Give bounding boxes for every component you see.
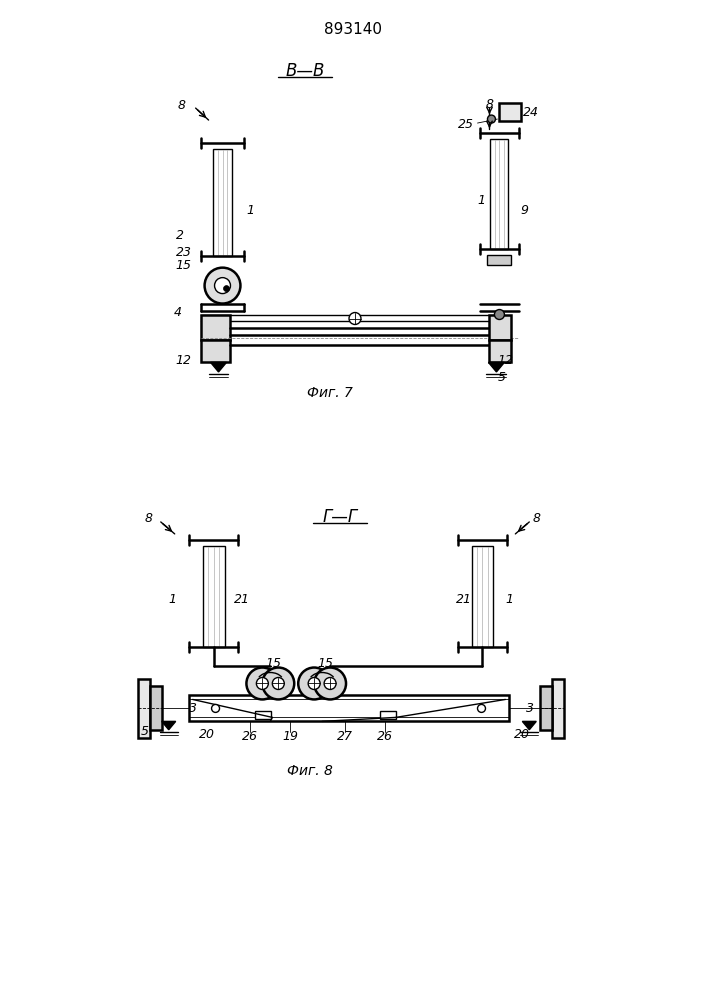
- Text: 26: 26: [377, 730, 393, 743]
- Text: 5: 5: [141, 725, 149, 738]
- Text: 8: 8: [532, 512, 540, 525]
- Text: 3: 3: [189, 702, 197, 715]
- Circle shape: [487, 115, 496, 123]
- Text: 1: 1: [247, 204, 255, 217]
- Bar: [489, 315, 511, 340]
- Circle shape: [314, 668, 346, 699]
- Text: 12: 12: [498, 354, 513, 367]
- Bar: [255, 711, 271, 719]
- Text: 4: 4: [174, 306, 182, 319]
- Circle shape: [211, 704, 220, 712]
- Text: 1: 1: [169, 593, 177, 606]
- Text: 19: 19: [282, 730, 298, 743]
- Text: 1: 1: [477, 194, 486, 207]
- Polygon shape: [211, 362, 226, 372]
- Text: 27: 27: [337, 730, 353, 743]
- Text: 21: 21: [455, 593, 472, 606]
- Text: 25: 25: [457, 118, 474, 131]
- Text: 20: 20: [199, 728, 215, 741]
- Text: Фиг. 7: Фиг. 7: [307, 386, 353, 400]
- Bar: [150, 686, 162, 730]
- Bar: [138, 679, 150, 738]
- Polygon shape: [489, 362, 504, 372]
- Circle shape: [262, 668, 294, 699]
- Text: 26: 26: [243, 730, 258, 743]
- Text: 8: 8: [145, 512, 153, 525]
- Text: Г—Г: Г—Г: [322, 508, 358, 526]
- Text: 20: 20: [515, 728, 530, 741]
- Text: 8: 8: [486, 98, 493, 111]
- Bar: [201, 315, 230, 340]
- Bar: [552, 679, 564, 738]
- Text: 15: 15: [317, 657, 333, 670]
- Bar: [189, 695, 509, 721]
- Circle shape: [272, 678, 284, 689]
- Bar: [487, 255, 511, 265]
- Text: 23: 23: [176, 246, 192, 259]
- Bar: [472, 546, 493, 647]
- Bar: [489, 340, 511, 362]
- Bar: [491, 139, 508, 249]
- Bar: [499, 103, 521, 121]
- Bar: [540, 686, 552, 730]
- Text: 15: 15: [265, 657, 281, 670]
- Circle shape: [298, 668, 330, 699]
- Text: 15: 15: [176, 259, 192, 272]
- Bar: [380, 711, 396, 719]
- Text: 3: 3: [526, 702, 534, 715]
- Text: 24: 24: [523, 106, 539, 119]
- Text: 893140: 893140: [324, 22, 382, 37]
- Circle shape: [494, 310, 504, 320]
- Text: 21: 21: [233, 593, 250, 606]
- Bar: [203, 546, 225, 647]
- Circle shape: [247, 668, 279, 699]
- Circle shape: [214, 278, 230, 294]
- Circle shape: [223, 286, 230, 292]
- Text: Фиг. 8: Фиг. 8: [287, 764, 333, 778]
- Circle shape: [204, 268, 240, 304]
- Bar: [213, 149, 233, 256]
- Text: 5: 5: [498, 371, 506, 384]
- Text: 8: 8: [177, 99, 186, 112]
- Text: В—В: В—В: [286, 62, 325, 80]
- Circle shape: [349, 313, 361, 324]
- Text: 2: 2: [176, 229, 184, 242]
- Text: 1: 1: [506, 593, 513, 606]
- Bar: [201, 340, 230, 362]
- Polygon shape: [522, 721, 537, 730]
- Circle shape: [477, 704, 486, 712]
- Circle shape: [257, 678, 269, 689]
- Text: 12: 12: [176, 354, 192, 367]
- Circle shape: [324, 678, 336, 689]
- Text: 9: 9: [520, 204, 528, 217]
- Polygon shape: [162, 721, 176, 730]
- Circle shape: [308, 678, 320, 689]
